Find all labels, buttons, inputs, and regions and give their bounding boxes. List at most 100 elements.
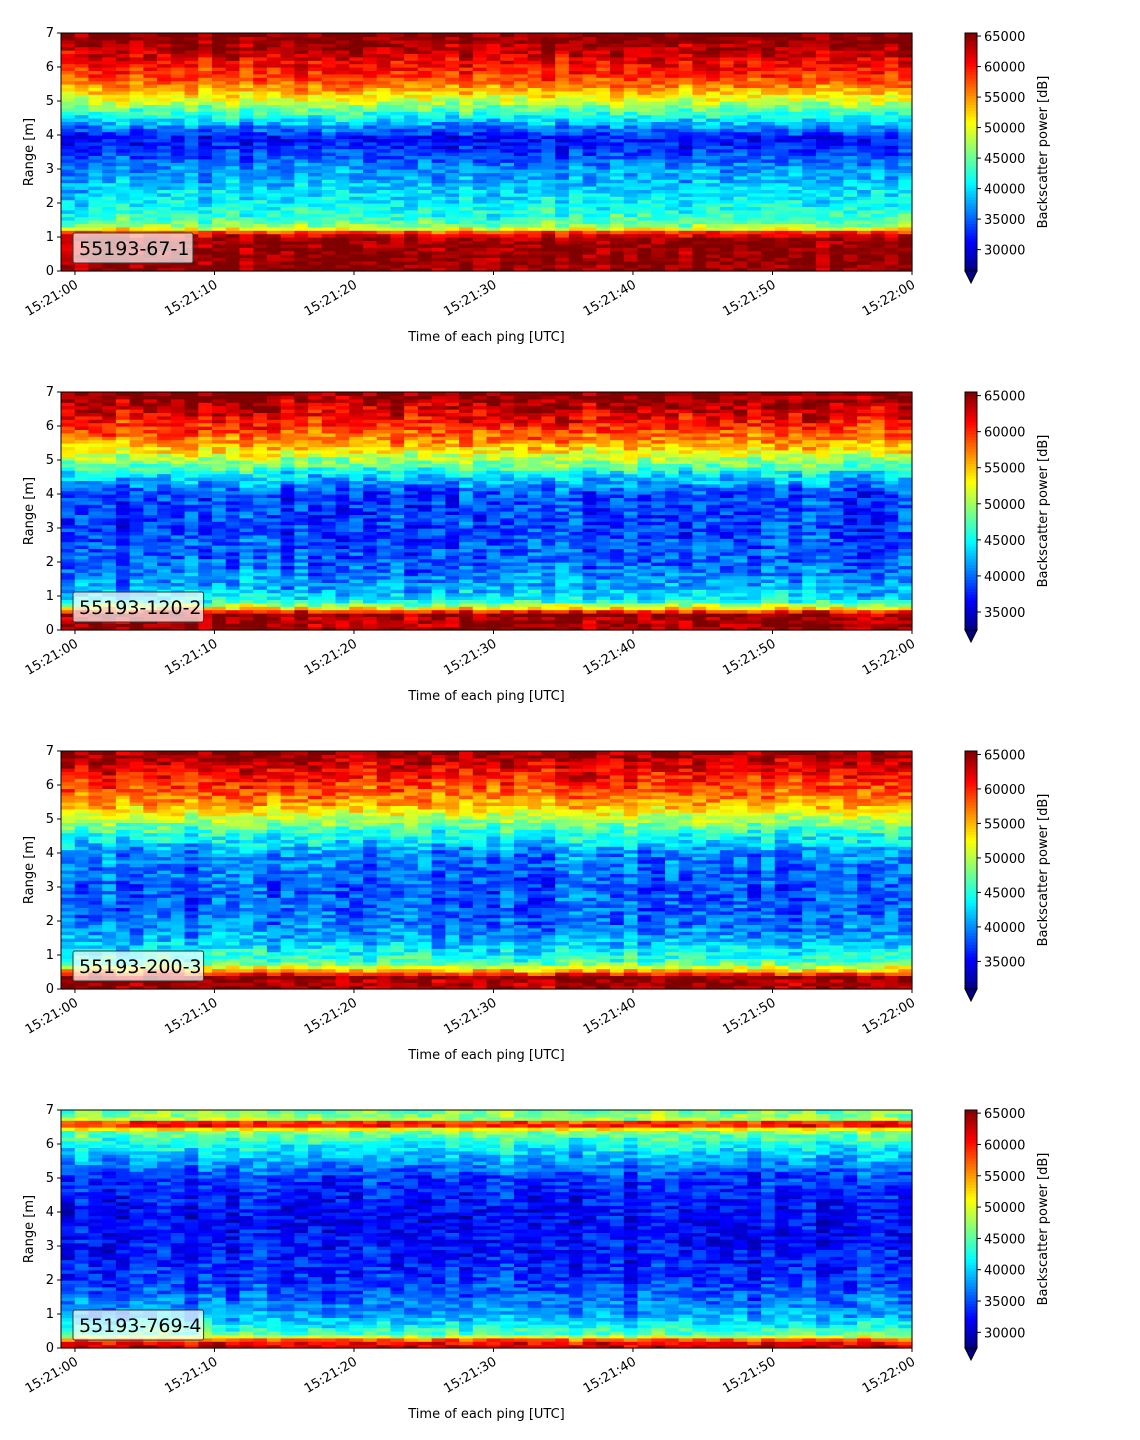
heatmap-cell <box>459 149 473 153</box>
heatmap-cell <box>130 132 144 136</box>
heatmap-cell <box>212 264 226 268</box>
heatmap-cell <box>253 132 267 136</box>
heatmap-cell <box>583 166 597 170</box>
heatmap-cell <box>473 244 487 248</box>
heatmap-cell <box>816 176 830 180</box>
heatmap-cell <box>294 227 308 231</box>
heatmap-cell <box>418 264 432 268</box>
colorbar-tick-label: 55000 <box>984 91 1025 106</box>
heatmap-cell <box>788 183 802 187</box>
heatmap-cell <box>637 251 651 255</box>
heatmap-cell <box>473 251 487 255</box>
heatmap-cell <box>171 176 185 180</box>
heatmap-cell <box>898 33 912 37</box>
heatmap-cell <box>212 132 226 136</box>
heatmap-cell <box>843 210 857 214</box>
heatmap-cell <box>322 159 336 163</box>
heatmap-cell <box>130 200 144 204</box>
heatmap-cell <box>802 142 816 146</box>
heatmap-cell <box>898 132 912 136</box>
heatmap-cell <box>212 244 226 248</box>
heatmap-cell <box>679 210 693 214</box>
heatmap-cell <box>185 227 199 231</box>
heatmap-cell <box>61 159 75 163</box>
heatmap-cell <box>487 159 501 163</box>
heatmap-cell <box>377 200 391 204</box>
heatmap-cell <box>102 193 116 197</box>
heatmap-cell <box>665 183 679 187</box>
heatmap-cell <box>212 149 226 153</box>
heatmap-cell <box>665 142 679 146</box>
heatmap-cell <box>624 217 638 221</box>
heatmap-cell <box>637 227 651 231</box>
heatmap-cell <box>377 183 391 187</box>
heatmap-cell <box>294 149 308 153</box>
heatmap-cell <box>432 193 446 197</box>
heatmap-cell <box>541 176 555 180</box>
heatmap-cell <box>336 132 350 136</box>
heatmap-cell <box>843 244 857 248</box>
heatmap-cell <box>363 183 377 187</box>
heatmap-cell <box>637 200 651 204</box>
heatmap-cell <box>308 193 322 197</box>
heatmap-cell <box>885 159 899 163</box>
heatmap-cell <box>734 183 748 187</box>
heatmap-cell <box>541 227 555 231</box>
heatmap-cell <box>898 193 912 197</box>
heatmap-cell <box>692 234 706 238</box>
heatmap-cell <box>802 251 816 255</box>
heatmap-cell <box>390 149 404 153</box>
heatmap-cell <box>898 149 912 153</box>
heatmap-cell <box>88 227 102 231</box>
heatmap-cell <box>336 176 350 180</box>
heatmap-cell <box>624 227 638 231</box>
heatmap-cell <box>775 234 789 238</box>
heatmap-cell <box>130 33 144 37</box>
heatmap-cell <box>692 210 706 214</box>
heatmap-cell <box>610 210 624 214</box>
heatmap-cell <box>281 132 295 136</box>
heatmap-cell <box>761 183 775 187</box>
heatmap-cell <box>720 149 734 153</box>
heatmap-cell <box>802 244 816 248</box>
heatmap-cell <box>390 166 404 170</box>
heatmap-cell <box>226 234 240 238</box>
heatmap-cell <box>610 142 624 146</box>
heatmap-cell <box>171 149 185 153</box>
heatmap-cell <box>692 183 706 187</box>
heatmap-cell <box>747 132 761 136</box>
heatmap-cell <box>294 176 308 180</box>
heatmap-cell <box>473 210 487 214</box>
heatmap-cell <box>116 132 130 136</box>
heatmap-cell <box>541 183 555 187</box>
heatmap-cell <box>294 142 308 146</box>
heatmap-cell <box>706 166 720 170</box>
heatmap-cell <box>651 193 665 197</box>
heatmap-cell <box>610 264 624 268</box>
heatmap-cell <box>596 193 610 197</box>
heatmap-cell <box>898 227 912 231</box>
heatmap-cell <box>377 234 391 238</box>
heatmap-cell <box>528 149 542 153</box>
heatmap-cell <box>432 132 446 136</box>
heatmap-cell <box>692 166 706 170</box>
y-tick-label: 5 <box>46 94 54 109</box>
heatmap-cell <box>102 166 116 170</box>
heatmap-cell <box>432 217 446 221</box>
heatmap-cell <box>555 264 569 268</box>
heatmap-cell <box>130 227 144 231</box>
heatmap-cell <box>555 193 569 197</box>
heatmap-cell <box>157 149 171 153</box>
heatmap-cell <box>802 132 816 136</box>
heatmap-cell <box>308 183 322 187</box>
heatmap-cell <box>802 210 816 214</box>
heatmap-cell <box>212 210 226 214</box>
heatmap-cell <box>528 142 542 146</box>
heatmap-cell <box>239 210 253 214</box>
heatmap-cell <box>75 264 89 268</box>
heatmap-cell <box>459 132 473 136</box>
heatmap-cell <box>432 210 446 214</box>
heatmap-cell <box>445 132 459 136</box>
heatmap-cell <box>473 264 487 268</box>
